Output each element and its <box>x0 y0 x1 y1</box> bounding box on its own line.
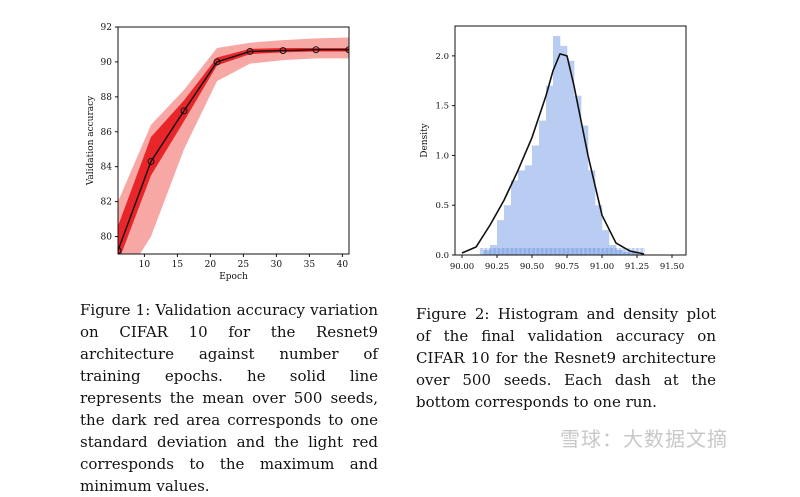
y-tick-label: 2.0 <box>435 52 449 62</box>
histogram-bar <box>504 205 512 255</box>
histogram-bar <box>525 165 533 255</box>
x-tick-label: 35 <box>304 260 316 270</box>
histogram-bar <box>595 205 603 255</box>
histogram-bar <box>574 95 582 256</box>
figure-1-svg: 10 15 20 25 30 35 40 80 82 84 86 88 90 92 Epoch Validat… <box>86 23 350 282</box>
y-axis-label: Density <box>420 122 430 157</box>
y-tick-label: 1.5 <box>435 102 449 112</box>
y-tick-label: 0.0 <box>435 251 449 261</box>
x-tick-label: 20 <box>205 260 217 270</box>
y-axis-label: Validation accuracy <box>86 95 96 186</box>
plot-area <box>461 35 645 256</box>
y-tick-label: 0.5 <box>435 201 449 211</box>
histogram-bar <box>616 250 624 255</box>
plot-frame <box>454 25 687 256</box>
histogram-bar <box>497 220 505 255</box>
mean-point <box>312 46 320 54</box>
histogram-bar <box>539 120 547 255</box>
y-tick-label: 92 <box>101 23 112 33</box>
x-tick-label: 10 <box>139 260 151 270</box>
mean-point <box>147 157 155 165</box>
mean-point <box>213 58 221 66</box>
histogram-bar <box>588 170 596 255</box>
histogram-bar <box>623 252 631 255</box>
x-tick-label: 91.25 <box>625 262 649 272</box>
x-tick-label: 40 <box>337 260 349 270</box>
figure-2-svg: 90.00 90.25 90.50 90.75 91.00 91.25 91.50 0.0 0.… <box>420 25 687 272</box>
histogram-bar <box>546 85 554 255</box>
std-band <box>118 47 349 254</box>
y-tick-label: 80 <box>101 233 113 243</box>
y-tick-label: 84 <box>101 163 113 173</box>
mean-point <box>345 46 349 54</box>
histogram-bar <box>553 35 561 256</box>
mean-point <box>180 107 188 115</box>
x-tick-label: 90.75 <box>555 262 579 272</box>
y-tick-label: 88 <box>101 93 113 103</box>
watermark: 雪球：大数据文摘 <box>560 427 728 451</box>
figure-1-caption: Figure 1: Validation accuracy variation … <box>80 301 378 495</box>
kde-curve <box>461 53 645 255</box>
plot-frame <box>117 26 350 255</box>
figure-2-caption: Figure 2: Histogram and density plot of … <box>416 305 716 411</box>
x-tick-label: 25 <box>238 260 250 270</box>
x-tick-label: 91.00 <box>590 262 614 272</box>
histogram-bar <box>560 45 568 256</box>
x-tick-label: 90.25 <box>485 262 509 272</box>
histogram-bar <box>602 230 610 255</box>
mean-point <box>246 47 254 55</box>
y-tick-label: 86 <box>101 128 113 138</box>
x-tick-label: 30 <box>271 260 283 270</box>
plot-area <box>118 37 349 254</box>
histogram-bar <box>581 125 589 255</box>
x-axis-label: Epoch <box>219 272 248 282</box>
x-tick-label: 90.00 <box>450 262 474 272</box>
mean-point <box>279 47 287 55</box>
histogram-bar <box>567 60 575 255</box>
mean-line <box>118 49 349 251</box>
histogram-bar <box>518 170 526 255</box>
mean-point <box>118 247 122 254</box>
histogram-bar <box>532 145 540 255</box>
x-tick-label: 15 <box>172 260 184 270</box>
y-tick-label: 1.0 <box>435 151 449 161</box>
histogram-bar <box>490 245 498 255</box>
figure-2-histogram: 90.00 90.25 90.50 90.75 91.00 91.25 91.50 0.0 0.… <box>410 10 700 290</box>
x-tick-label: 90.50 <box>520 262 544 272</box>
histogram-bar <box>511 180 519 255</box>
y-tick-label: 82 <box>101 198 112 208</box>
figure-1-line-chart: 10 15 20 25 30 35 40 80 82 84 86 88 90 92 Epoch Validat… <box>60 10 360 290</box>
y-tick-label: 90 <box>101 58 113 68</box>
x-tick-label: 91.50 <box>660 262 684 272</box>
